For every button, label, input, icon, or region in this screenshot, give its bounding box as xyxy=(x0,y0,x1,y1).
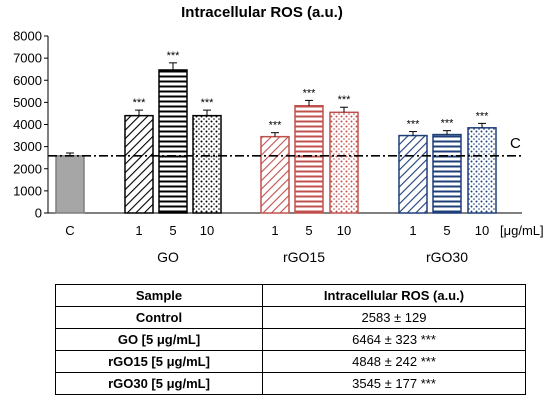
significance-mark: *** xyxy=(420,332,436,347)
sample-cell: GO [5 μg/mL] xyxy=(55,328,263,351)
y-tick-label: 7000 xyxy=(13,51,42,66)
bar-GO-1 xyxy=(124,114,154,214)
y-tick-label: 3000 xyxy=(13,139,42,154)
bar-rGO30-5 xyxy=(432,133,462,214)
significance-label: *** xyxy=(441,118,455,130)
significance-label: *** xyxy=(338,94,352,106)
significance-label: *** xyxy=(201,97,215,109)
dose-label: 1 xyxy=(271,223,278,238)
y-tick-label: 5000 xyxy=(13,95,42,110)
table-row: GO [5 μg/mL] 6464 ± 323 *** xyxy=(55,328,526,351)
bar-C-ctrl xyxy=(55,155,85,214)
table-header-row: Sample Intracellular ROS (a.u.) xyxy=(55,284,526,307)
ros-summary-table: Sample Intracellular ROS (a.u.) Control … xyxy=(55,284,526,395)
dose-label: 10 xyxy=(200,223,214,238)
dose-label: 1 xyxy=(409,223,416,238)
reference-line-label: C xyxy=(510,135,521,152)
significance-label: *** xyxy=(407,119,421,131)
group-label-go: GO xyxy=(157,249,179,265)
sample-cell: rGO30 [5 μg/mL] xyxy=(55,372,263,395)
bar-GO-5 xyxy=(158,69,188,214)
sample-cell: rGO15 [5 μg/mL] xyxy=(55,350,263,373)
table-row: Control 2583 ± 129 xyxy=(55,306,526,329)
dose-label: 5 xyxy=(169,223,176,238)
bars: *** *** *** *** *** *** *** *** *** xyxy=(55,50,497,214)
dose-label: 1 xyxy=(135,223,142,238)
y-tick-label: 8000 xyxy=(13,29,42,44)
significance-label: *** xyxy=(133,97,147,109)
bar-rGO30-1 xyxy=(398,134,428,214)
value-cell: 6464 ± 323 *** xyxy=(262,328,526,351)
significance-label: *** xyxy=(269,120,283,132)
significance-mark: *** xyxy=(420,376,436,391)
table-row: rGO30 [5 μg/mL] 3545 ± 177 *** xyxy=(55,372,526,395)
value-cell: 3545 ± 177 *** xyxy=(262,372,526,395)
units-label: [μg/mL] xyxy=(500,223,544,238)
y-tick-label: 1000 xyxy=(13,183,42,198)
column-header-sample: Sample xyxy=(55,284,263,307)
y-tick-label: 2000 xyxy=(13,161,42,176)
y-tick-label: 6000 xyxy=(13,73,42,88)
dose-label: C xyxy=(65,223,74,238)
column-header-ros: Intracellular ROS (a.u.) xyxy=(262,284,526,307)
ros-bar-chart: Intracellular ROS (a.u.) 0 1000 2000 3000 40… xyxy=(13,4,544,265)
bar-rGO15-1 xyxy=(260,135,290,214)
table-row: rGO15 [5 μg/mL] 4848 ± 242 *** xyxy=(55,350,526,373)
dose-label: 10 xyxy=(475,223,489,238)
x-axis-labels: C 1 5 10 1 5 10 1 5 10 xyxy=(65,223,489,238)
group-label-rgo15: rGO15 xyxy=(283,249,325,265)
y-tick-label: 0 xyxy=(35,206,42,221)
significance-mark: *** xyxy=(420,354,436,369)
dose-label: 5 xyxy=(443,223,450,238)
bar-rGO15-5 xyxy=(294,104,324,214)
dose-label: 10 xyxy=(337,223,351,238)
significance-label: *** xyxy=(476,110,490,122)
bar-rGO30-10 xyxy=(467,127,497,214)
group-label-rgo30: rGO30 xyxy=(426,249,468,265)
bar-GO-10 xyxy=(192,114,222,214)
value-cell: 2583 ± 129 xyxy=(262,306,526,329)
sample-cell: Control xyxy=(55,306,263,329)
dose-label: 5 xyxy=(305,223,312,238)
chart-title: Intracellular ROS (a.u.) xyxy=(181,4,343,21)
significance-label: *** xyxy=(303,87,317,99)
bar-rGO15-10 xyxy=(329,111,359,214)
significance-label: *** xyxy=(167,50,181,62)
y-tick-label: 4000 xyxy=(13,117,42,132)
value-cell: 4848 ± 242 *** xyxy=(262,350,526,373)
